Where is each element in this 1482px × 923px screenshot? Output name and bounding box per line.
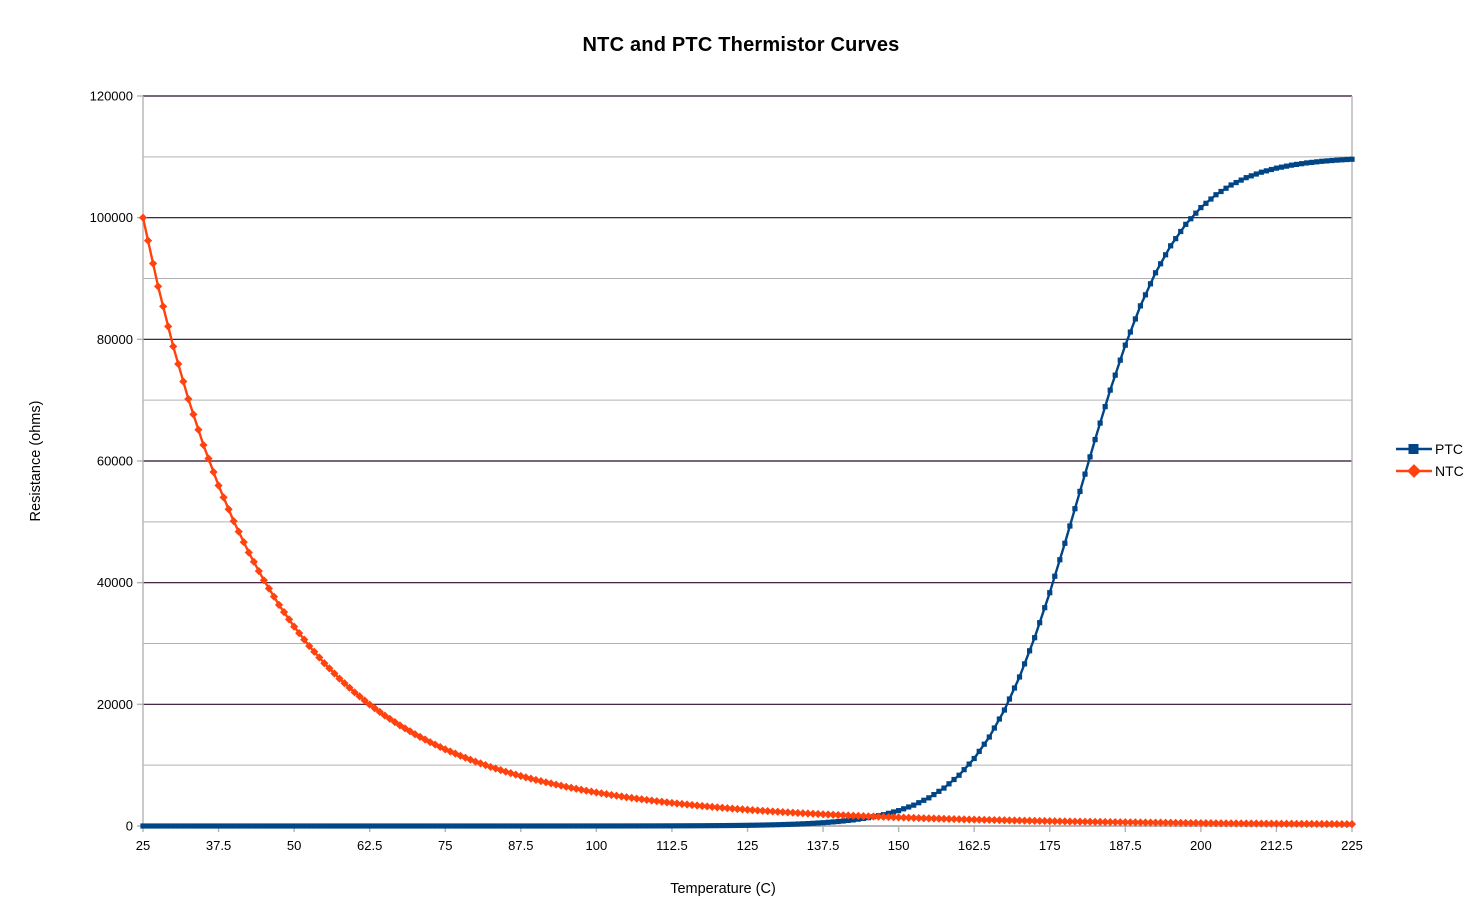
svg-text:162.5: 162.5 xyxy=(958,838,991,853)
x-axis-tick-labels: 25 37.5 50 62.5 75 87.5 100 112.5 125 137.5 150 162… xyxy=(136,826,1363,853)
x-axis-title: Temperature (C) xyxy=(670,881,776,897)
svg-text:187.5: 187.5 xyxy=(1109,838,1142,853)
svg-text:0: 0 xyxy=(126,819,133,834)
series-ptc-curve xyxy=(140,156,1355,829)
svg-text:75: 75 xyxy=(438,838,452,853)
svg-text:40000: 40000 xyxy=(97,575,133,590)
y-minor-gridlines xyxy=(143,156,1352,766)
svg-text:25: 25 xyxy=(136,838,150,853)
y-axis-title: Resistance (ohms) xyxy=(28,400,44,522)
svg-text:100000: 100000 xyxy=(90,210,133,225)
svg-text:125: 125 xyxy=(737,838,759,853)
svg-text:62.5: 62.5 xyxy=(357,838,382,853)
svg-text:212.5: 212.5 xyxy=(1260,838,1293,853)
series-ntc-curve xyxy=(138,213,1357,829)
svg-text:100: 100 xyxy=(586,838,608,853)
ntc-line-diamond-marker-icon xyxy=(1396,464,1432,478)
svg-text:50: 50 xyxy=(287,838,301,853)
svg-text:225: 225 xyxy=(1341,838,1363,853)
svg-text:20000: 20000 xyxy=(97,697,133,712)
svg-text:200: 200 xyxy=(1190,838,1212,853)
legend-label-ptc: PTC xyxy=(1435,441,1463,457)
legend-item-ptc: PTC xyxy=(1396,440,1464,458)
svg-text:150: 150 xyxy=(888,838,910,853)
y-major-gridlines xyxy=(143,95,1352,827)
legend: PTC NTC xyxy=(1396,440,1464,480)
legend-label-ntc: NTC xyxy=(1435,463,1464,479)
svg-text:60000: 60000 xyxy=(97,454,133,469)
svg-text:37.5: 37.5 xyxy=(206,838,231,853)
svg-text:175: 175 xyxy=(1039,838,1061,853)
svg-text:120000: 120000 xyxy=(90,89,133,104)
svg-text:87.5: 87.5 xyxy=(508,838,533,853)
y-axis-tick-labels: 0 20000 40000 60000 80000 100000 120000 xyxy=(90,89,143,834)
svg-text:112.5: 112.5 xyxy=(656,838,688,853)
svg-text:137.5: 137.5 xyxy=(807,838,840,853)
ptc-line-square-marker-icon xyxy=(1396,444,1432,454)
svg-text:80000: 80000 xyxy=(97,332,133,347)
chart-title: NTC and PTC Thermistor Curves xyxy=(582,34,900,56)
legend-item-ntc: NTC xyxy=(1396,462,1464,480)
